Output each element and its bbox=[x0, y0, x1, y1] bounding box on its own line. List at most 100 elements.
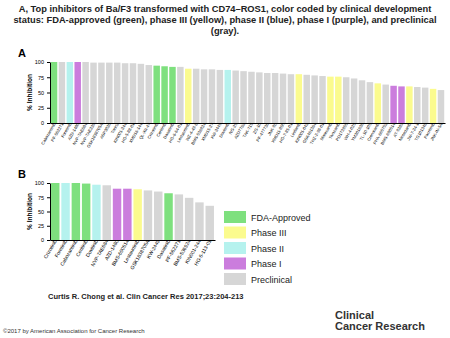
citation: Curtis R. Chong et al. Clin Cancer Res 2… bbox=[48, 292, 244, 301]
bar bbox=[146, 65, 152, 123]
bar bbox=[303, 75, 309, 123]
bar bbox=[133, 189, 141, 240]
panel-label: B bbox=[18, 168, 26, 180]
bar bbox=[61, 183, 69, 240]
tick: 0 bbox=[41, 237, 50, 243]
legend: FDA-ApprovedPhase IIIPhase IIPhase IPrec… bbox=[224, 211, 311, 285]
bar bbox=[169, 67, 175, 123]
tick-label: 100 bbox=[35, 180, 44, 186]
tick: 25 bbox=[38, 223, 50, 229]
bar bbox=[438, 90, 444, 123]
title: A, Top inhibitors of Ba/F3 transformed w… bbox=[13, 4, 436, 36]
axis-title: % Inhibition bbox=[26, 193, 33, 230]
bar bbox=[311, 75, 317, 123]
bar bbox=[225, 70, 231, 123]
bar bbox=[296, 74, 302, 123]
bar bbox=[164, 193, 172, 240]
bar bbox=[114, 63, 120, 123]
tick-mark bbox=[47, 240, 50, 241]
legend-swatch bbox=[224, 211, 246, 223]
legend-swatch bbox=[224, 273, 246, 285]
bar bbox=[280, 74, 286, 123]
tick-mark bbox=[47, 93, 50, 94]
legend-label: Phase II bbox=[251, 244, 284, 254]
copyright: ©2017 by American Association for Cancer… bbox=[3, 328, 145, 334]
tick: JNK-IN-5A bbox=[429, 122, 443, 142]
bar bbox=[82, 184, 90, 240]
bar bbox=[72, 183, 80, 240]
bar bbox=[406, 86, 412, 123]
bar bbox=[272, 73, 278, 123]
bar bbox=[175, 194, 183, 240]
bar bbox=[193, 69, 199, 123]
bar bbox=[248, 72, 254, 123]
tick-mark bbox=[47, 212, 50, 213]
bar bbox=[144, 190, 152, 240]
tick: 50 bbox=[38, 209, 50, 215]
bar bbox=[359, 80, 365, 123]
bar bbox=[185, 69, 191, 123]
bar bbox=[209, 69, 215, 123]
bar bbox=[335, 77, 341, 123]
legend-swatch bbox=[224, 227, 246, 239]
bar bbox=[123, 189, 131, 240]
bar bbox=[256, 72, 262, 123]
bars bbox=[51, 183, 214, 240]
bar bbox=[382, 85, 388, 123]
legend-swatch bbox=[224, 242, 246, 254]
tick-label: 25 bbox=[38, 223, 44, 229]
bar bbox=[319, 76, 325, 123]
bar bbox=[154, 192, 162, 240]
bar bbox=[177, 67, 183, 123]
tick-mark bbox=[47, 183, 50, 184]
bar bbox=[240, 71, 246, 123]
legend-label: Phase III bbox=[251, 228, 287, 238]
tick: 25 bbox=[38, 105, 50, 111]
bar bbox=[67, 62, 73, 123]
bar bbox=[390, 86, 396, 123]
bar bbox=[195, 202, 203, 240]
tick: 75 bbox=[38, 75, 50, 81]
bar bbox=[92, 185, 100, 240]
bar bbox=[264, 73, 270, 123]
bar bbox=[351, 78, 357, 123]
bar bbox=[138, 64, 144, 123]
tick: 75 bbox=[38, 195, 50, 201]
tick-mark bbox=[47, 108, 50, 109]
bar bbox=[430, 89, 436, 123]
bar bbox=[288, 74, 294, 123]
bar bbox=[130, 63, 136, 123]
bar bbox=[51, 62, 57, 123]
tick-mark bbox=[47, 123, 50, 124]
bar bbox=[74, 62, 80, 123]
tick-label: 0 bbox=[41, 120, 44, 126]
bar bbox=[414, 87, 420, 123]
panel: 0 25 50 75 100 CabozantinibPF-562271Foretinib… bbox=[35, 59, 446, 148]
panel: 0255075100CrizotinibForetinibCabozantini… bbox=[35, 180, 216, 270]
bar bbox=[51, 183, 59, 240]
tick-mark bbox=[47, 77, 50, 78]
y-axis: 0 25 50 75 100 bbox=[35, 59, 51, 126]
bar bbox=[367, 82, 373, 123]
figure: A, Top inhibitors of Ba/F3 transformed w… bbox=[0, 0, 450, 338]
legend-label: Phase I bbox=[251, 259, 282, 269]
tick: 100 bbox=[35, 59, 50, 65]
tick: 50 bbox=[38, 90, 50, 96]
bar bbox=[90, 63, 96, 123]
bar bbox=[206, 206, 214, 240]
bar bbox=[113, 189, 121, 240]
x-axis: CabozantinibPF-562271ForetinibAZD-1480NV… bbox=[40, 121, 445, 148]
tick-label: 50 bbox=[38, 209, 44, 215]
legend-swatch bbox=[224, 258, 246, 270]
bar bbox=[343, 77, 349, 123]
tick-label: 0 bbox=[41, 237, 44, 243]
tick-label: 75 bbox=[38, 195, 44, 201]
bar bbox=[82, 62, 88, 123]
tick-label: 50 bbox=[38, 90, 44, 96]
tick-mark bbox=[47, 197, 50, 198]
bar bbox=[98, 63, 104, 123]
tick-label: 100 bbox=[35, 59, 44, 65]
tick-mark bbox=[47, 226, 50, 227]
bar bbox=[422, 88, 428, 123]
journal-name: Cancer Research bbox=[335, 320, 425, 332]
